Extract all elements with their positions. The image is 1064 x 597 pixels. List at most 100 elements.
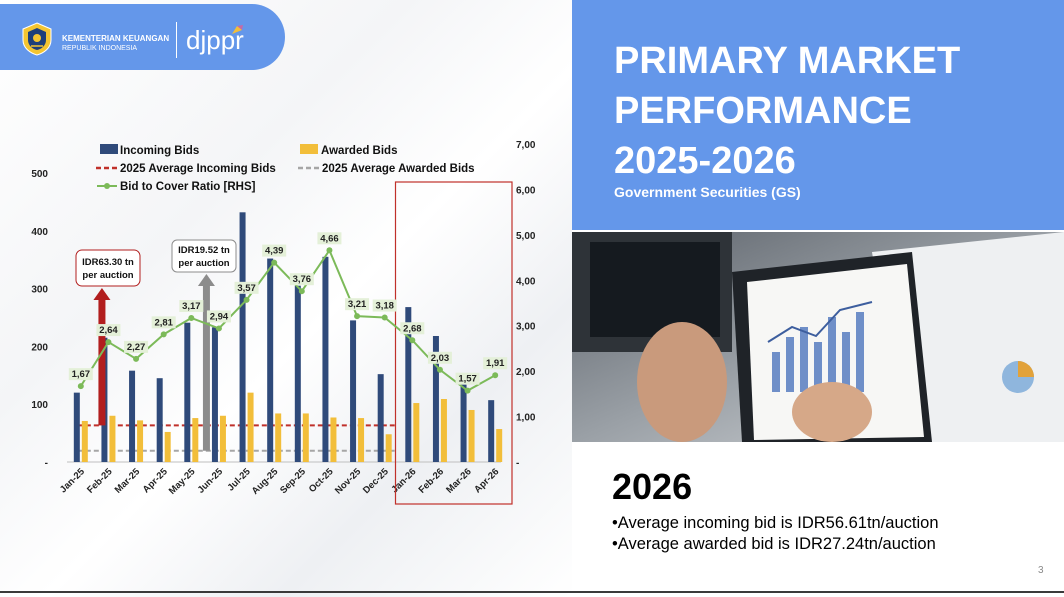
ratio-data-label: 4,66 <box>320 233 339 244</box>
bar-awarded <box>358 418 365 462</box>
legend-label: Incoming Bids <box>120 145 199 157</box>
ratio-point <box>464 387 471 394</box>
ratio-data-label: 3,76 <box>293 274 312 285</box>
ratio-data-label-bg <box>400 322 425 335</box>
legend-label: 2025 Average Incoming Bids <box>120 163 276 175</box>
legend-label: 2025 Average Awarded Bids <box>322 163 475 175</box>
bar-awarded <box>413 403 420 462</box>
right-axis-tick-label: 3,00 <box>516 322 536 333</box>
ratio-point <box>133 355 140 362</box>
x-axis-tick-label: Jun-25 <box>196 466 226 496</box>
bar-incoming <box>129 370 136 462</box>
right-axis-tick-label: 7,00 <box>516 140 536 151</box>
bar-awarded <box>496 429 503 462</box>
bar-awarded <box>219 415 226 462</box>
ratio-data-label-bg <box>234 281 259 294</box>
legend-label: Bid to Cover Ratio [RHS] <box>120 181 256 193</box>
ratio-data-label: 4,39 <box>265 246 284 257</box>
ministry-line-2: REPUBLIK INDONESIA <box>62 45 138 52</box>
bar-incoming <box>184 322 191 462</box>
header-bar: KEMENTERIAN KEUANGAN REPUBLIK INDONESIA … <box>0 4 285 70</box>
ratio-data-label: 2,81 <box>154 317 173 328</box>
bar-awarded <box>440 398 447 462</box>
annotation-text: IDR63.30 tn <box>82 257 134 268</box>
legend-swatch-awarded <box>300 144 318 154</box>
chart-legend: Incoming Bids Awarded Bids 2025 Average In… <box>96 144 475 193</box>
ratio-point <box>271 259 278 266</box>
page-subtitle: Government Securities (GS) <box>614 184 801 200</box>
bar-incoming <box>460 383 467 462</box>
ratio-data-label-bg <box>124 340 149 353</box>
ratio-line-series: 1,67 2,64 2,27 2,81 3,17 2,94 3,57 4,39 3,76 4,66… <box>68 232 508 394</box>
header-divider <box>176 22 177 58</box>
x-axis-tick-label: Sep-25 <box>278 466 308 496</box>
legend-label: Awarded Bids <box>321 145 397 157</box>
x-axis-tick-label: Aug-25 <box>250 466 281 497</box>
ratio-point <box>298 288 305 295</box>
ratio-line <box>79 248 496 392</box>
right-axis-tick-label: 4,00 <box>516 276 536 287</box>
ratio-data-label-bg <box>151 316 176 329</box>
photo-illustration <box>572 232 1064 442</box>
bar-awarded <box>247 392 254 462</box>
bar-awarded <box>302 413 309 462</box>
brand-mark-icon <box>232 25 243 34</box>
summary-bullets: •Average incoming bid is IDR56.61tn/auct… <box>612 513 939 555</box>
x-axis-tick-label: Nov-25 <box>333 466 364 497</box>
bar-incoming <box>405 307 412 462</box>
ratio-data-label: 2,94 <box>210 311 229 322</box>
legend-swatch-ratio-point <box>104 183 110 189</box>
bar-awarded <box>109 415 116 462</box>
bottom-border <box>0 591 1064 593</box>
ratio-data-label-bg <box>372 299 397 312</box>
x-axis-tick-label: Jan-25 <box>58 466 88 496</box>
ratio-point <box>188 314 195 321</box>
brand-logo-text: djppr <box>186 25 244 55</box>
title-line-3: 2025-2026 <box>614 140 796 182</box>
bar-incoming <box>432 335 439 462</box>
reference-lines <box>77 424 395 452</box>
right-axis-tick-label: - <box>516 458 519 469</box>
summary-bullet-incoming: •Average incoming bid is IDR56.61tn/auct… <box>612 514 939 532</box>
title-line-1: PRIMARY MARKET <box>614 40 961 82</box>
ratio-data-label-bg <box>317 232 342 245</box>
left-axis-tick-label: 200 <box>31 342 48 353</box>
bar-series <box>73 212 503 462</box>
legend-swatch-incoming <box>100 144 118 154</box>
bar-incoming <box>322 256 329 462</box>
ratio-point <box>243 296 250 303</box>
bar-incoming <box>211 327 218 462</box>
bar-awarded <box>164 431 171 462</box>
ratio-data-label: 2,68 <box>403 323 422 334</box>
bar-awarded <box>468 409 475 462</box>
ratio-data-label: 1,67 <box>72 369 91 380</box>
ratio-data-label-bg <box>455 372 480 385</box>
x-axis-tick-label: Jan-26 <box>389 466 418 495</box>
ratio-point <box>215 325 222 332</box>
ratio-data-label-bg <box>289 273 314 286</box>
summary-bullet-awarded: •Average awarded bid is IDR27.24tn/aucti… <box>612 535 936 553</box>
annotation-box-incoming <box>75 249 141 287</box>
right-axis-tick-label: 5,00 <box>516 231 536 242</box>
x-axis-tick-label: Feb-25 <box>85 466 115 496</box>
bar-incoming <box>294 285 301 462</box>
annotation-arrow-head <box>197 274 215 286</box>
annotation-text: per auction <box>82 270 133 281</box>
bar-incoming <box>239 212 246 462</box>
right-axis-tick-label: 6,00 <box>516 185 536 196</box>
annotation-text: per auction <box>178 258 229 269</box>
ratio-data-label-bg <box>96 324 121 337</box>
ratio-point <box>436 366 443 373</box>
ratio-data-label: 3,21 <box>348 299 367 310</box>
x-axis-tick-label: Dec-25 <box>361 466 391 496</box>
annotations: IDR63.30 tn per auction IDR19.52 tn per auc… <box>75 239 237 451</box>
left-axis-tick-label: 500 <box>31 169 48 180</box>
x-axis-tick-label: Apr-25 <box>141 466 171 496</box>
bar-awarded <box>81 420 88 462</box>
left-axis-tick-label: 300 <box>31 285 48 296</box>
ratio-data-label: 1,57 <box>458 374 477 385</box>
x-axis-tick-label: Mar-25 <box>113 466 143 496</box>
title-line-2: PERFORMANCE <box>614 90 912 132</box>
ratio-data-label: 1,91 <box>486 358 505 369</box>
x-axis-tick-label: Oct-25 <box>307 466 336 495</box>
